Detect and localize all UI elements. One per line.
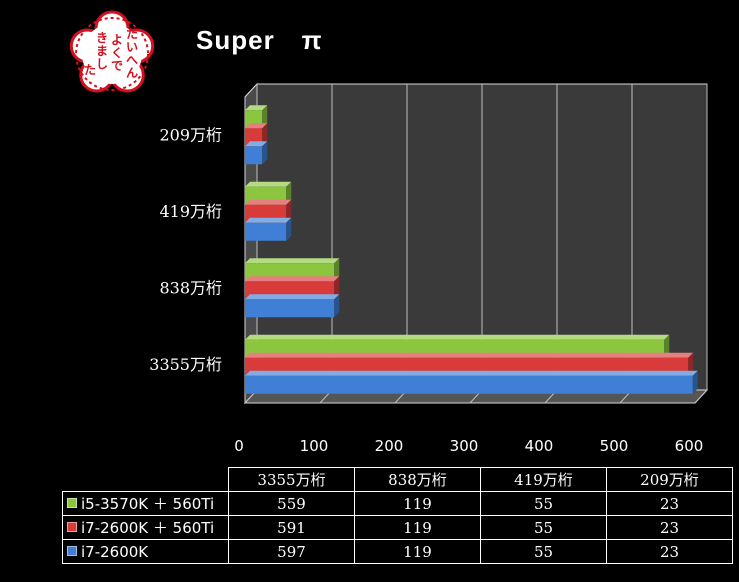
bar-end [664, 334, 670, 358]
table-cell: 119 [354, 515, 481, 540]
series-label-cell: i5-3570K ＋ 560Ti [62, 491, 229, 516]
table-cell: 119 [354, 491, 481, 516]
table-row: i7-2600K ＋ 560Ti 591 119 55 23 [62, 515, 733, 540]
table-cell: 23 [606, 539, 733, 564]
x-tick-label: 100 [300, 437, 329, 455]
x-tick-label: 300 [450, 437, 479, 455]
legend-key-icon [67, 522, 77, 532]
series-label: i5-3570K ＋ 560Ti [81, 495, 215, 513]
bar-end [334, 276, 340, 300]
table-corner [63, 468, 229, 492]
svg-text:ま: ま [96, 44, 108, 58]
table-cell: 559 [228, 491, 355, 516]
series-label-cell: i7-2600K ＋ 560Ti [62, 515, 229, 540]
table-cell: 591 [228, 515, 355, 540]
bar-end [692, 370, 698, 394]
x-tick-label: 400 [525, 437, 554, 455]
table-cell: 55 [480, 491, 607, 516]
bar-top [245, 181, 292, 187]
series-label-cell: i7-2600K [62, 539, 229, 564]
category-label: 209万桁 [159, 125, 222, 144]
table-cell: 119 [354, 539, 481, 564]
table-cell: 23 [606, 515, 733, 540]
svg-text:た: た [84, 63, 96, 77]
bar-top [245, 217, 292, 223]
bar-end [262, 141, 268, 165]
x-tick-label: 500 [600, 437, 629, 455]
svg-text:く: く [111, 46, 123, 60]
bar-end [286, 181, 292, 205]
bar-top [245, 334, 670, 340]
bar-end [334, 294, 340, 318]
table-cell: 55 [480, 539, 607, 564]
table-cell: 23 [606, 491, 733, 516]
x-tick-label: 600 [675, 437, 704, 455]
bar-top [245, 199, 292, 205]
table-row: i7-2600K 597 119 55 23 [62, 539, 733, 564]
bar-chart: 0 100 200 300 400 500 600 209万桁 419万桁 838万桁 3355万桁 [149, 82, 709, 455]
svg-text:い: い [126, 40, 138, 54]
svg-text:き: き [96, 31, 108, 45]
series-label: i7-2600K ＋ 560Ti [81, 519, 215, 537]
legend-key-icon [67, 545, 77, 556]
legend-key-icon [67, 498, 77, 508]
bar-top [245, 294, 340, 300]
svg-text:た: た [126, 27, 138, 41]
svg-text:で: で [111, 59, 123, 73]
chart-title: Super π [196, 25, 323, 55]
bar-top [245, 370, 698, 376]
table-header-cell: 838万桁 [354, 467, 481, 492]
x-tick-label: 200 [375, 437, 404, 455]
category-label: 838万桁 [159, 278, 222, 297]
data-table: 3355万桁 838万桁 419万桁 209万桁 i5-3570K ＋ 560T… [62, 467, 733, 564]
bar [245, 146, 263, 165]
table-header-cell: 419万桁 [480, 467, 607, 492]
bar-end [688, 352, 694, 376]
bar-top [245, 141, 268, 147]
svg-text:ん: ん [126, 66, 138, 80]
category-label: 419万桁 [159, 202, 222, 221]
x-tick-label: 0 [234, 437, 244, 455]
gridline [694, 84, 708, 404]
table-cell: 55 [480, 515, 607, 540]
table-header-row: 3355万桁 838万桁 419万桁 209万桁 [63, 467, 733, 492]
bar [245, 375, 693, 394]
bar-end [286, 217, 292, 241]
bar-end [262, 123, 268, 147]
bar-end [334, 258, 340, 282]
bar-top [245, 123, 268, 129]
table-header-cell: 209万桁 [606, 467, 733, 492]
svg-text:し: し [96, 57, 108, 71]
bar-top [245, 276, 340, 282]
bar-end [286, 199, 292, 223]
bar-top [245, 352, 694, 358]
bar [245, 299, 335, 318]
bar-top [245, 105, 268, 111]
series-label: i7-2600K [81, 542, 149, 561]
bar-top [245, 258, 340, 264]
svg-text:よ: よ [111, 33, 123, 47]
svg-text:へ: へ [126, 53, 138, 67]
bar-end [262, 105, 268, 129]
category-label: 3355万桁 [149, 355, 222, 374]
bar [245, 222, 287, 241]
table-row: i5-3570K ＋ 560Ti 559 119 55 23 [62, 491, 733, 516]
table-header-cell: 3355万桁 [228, 467, 355, 492]
table-cell: 597 [228, 539, 355, 564]
